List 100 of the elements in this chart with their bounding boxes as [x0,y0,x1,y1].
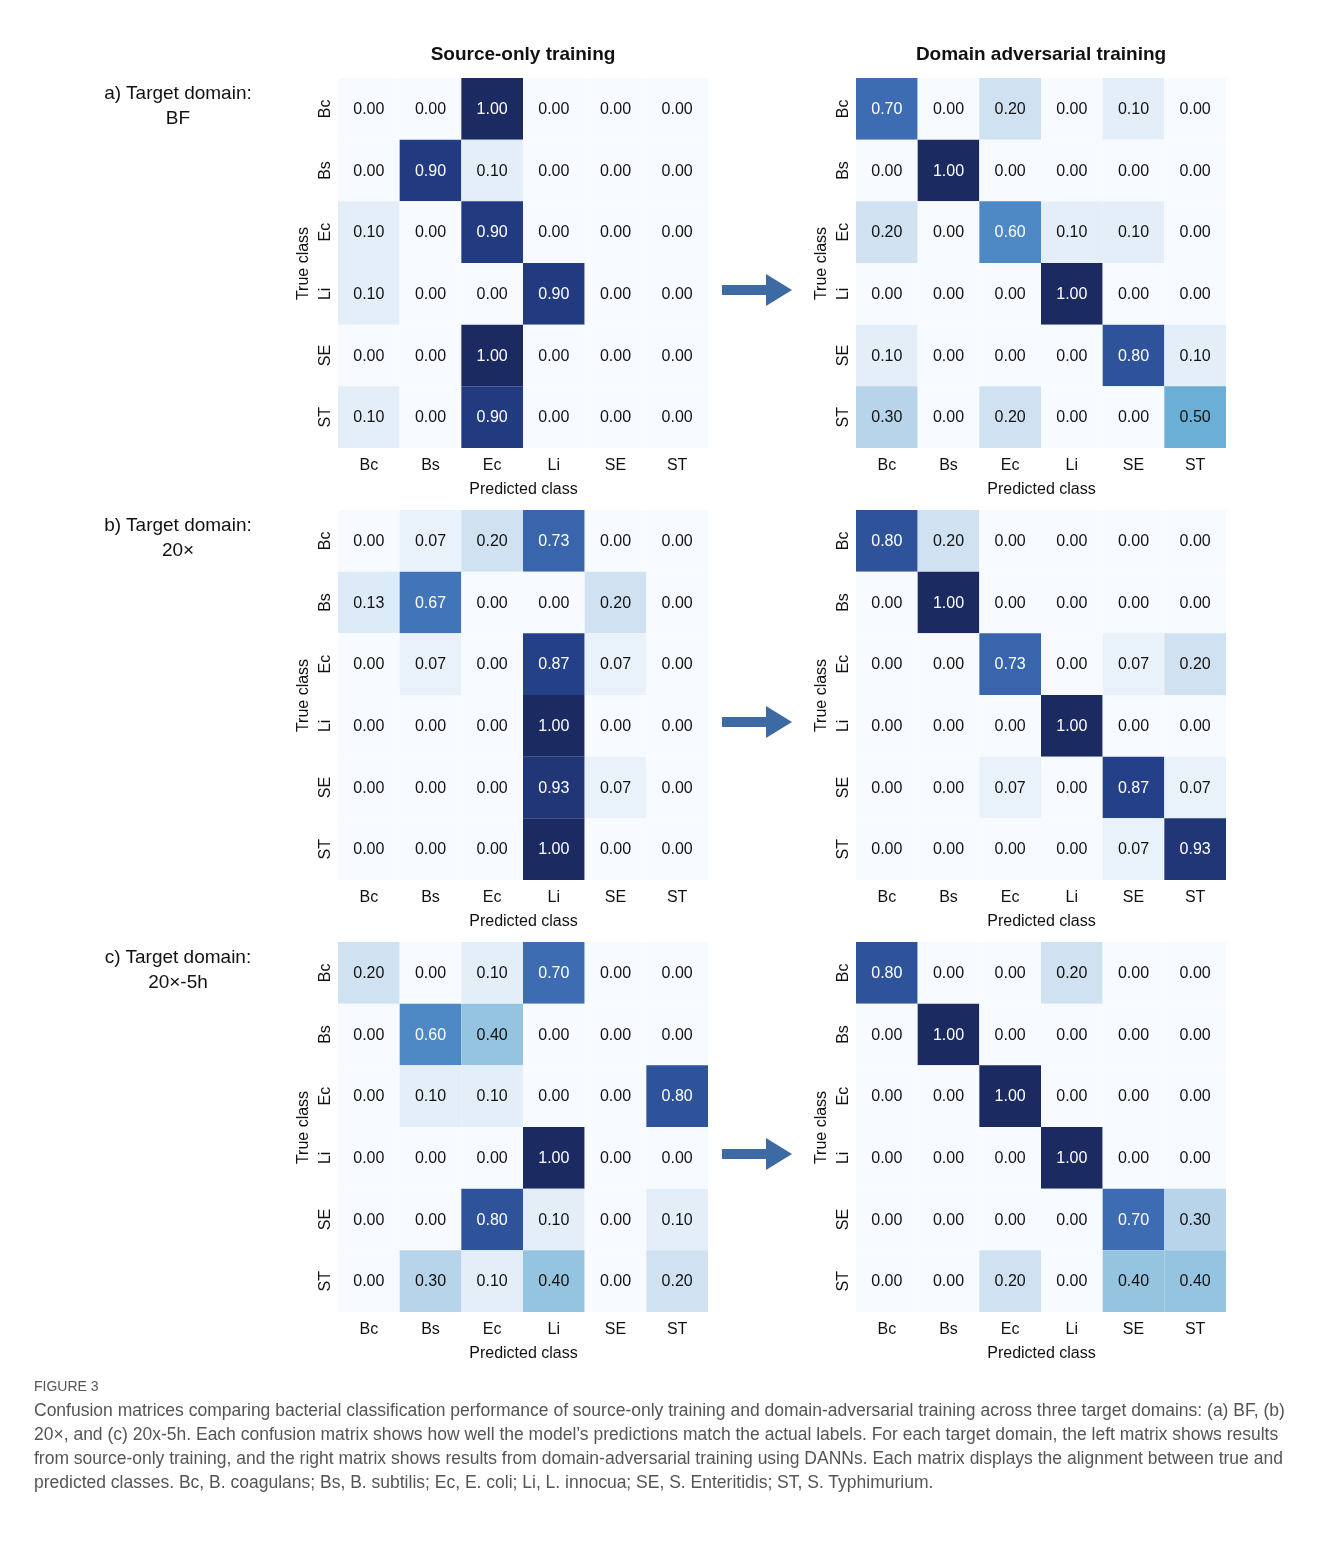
data-label: 0.20 [871,223,903,241]
data-label: 0.30 [414,1272,447,1290]
y-tick-label: Bc [833,531,851,551]
x-tick-label: Bc [877,1319,897,1337]
y-axis-title: True class [293,226,311,301]
data-label: 0.00 [1117,963,1150,981]
x-tick-label: Ec [1000,1319,1020,1337]
x-tick-label: Bc [359,455,379,473]
data-label: 0.00 [599,284,632,302]
data-label: 0.73 [994,655,1026,673]
data-label: 0.00 [994,593,1026,611]
data-label: 0.00 [994,284,1026,302]
data-label: 0.00 [871,655,903,673]
data-label: 0.00 [476,593,508,611]
data-label: 0.00 [932,408,965,426]
y-tick-label: Bc [315,531,333,551]
data-label: 0.00 [414,99,447,117]
y-tick-label: Bs [833,161,851,180]
y-tick-label: ST [833,406,851,428]
data-label: 0.00 [353,1210,385,1228]
data-label: 0.70 [538,963,570,981]
text: b) Target domain: 20× [103,513,253,562]
data-label: 0.00 [1179,531,1211,549]
data-label: 0.00 [1179,99,1211,117]
data-label: 0.00 [1056,408,1088,426]
data-label: 0.00 [353,655,385,673]
y-axis-title: True class [811,658,829,733]
data-label: 0.00 [871,840,903,858]
data-label: 0.00 [414,778,447,796]
x-tick-label: ST [666,887,688,905]
x-tick-label: Li [1065,1319,1079,1337]
data-label: 0.10 [661,1210,693,1228]
y-tick-label: ST [315,1270,333,1292]
data-label: 0.00 [538,1025,570,1043]
data-label: 0.00 [599,408,632,426]
data-label: 0.00 [661,223,693,241]
y-tick-label: Li [833,1151,851,1165]
x-tick-label: Ec [1000,887,1020,905]
data-label: 0.00 [414,963,447,981]
x-tick-label: SE [1122,455,1145,473]
data-label: 0.00 [538,99,570,117]
data-label: 0.00 [661,346,693,364]
data-label: 0.80 [661,1087,693,1105]
caption: FIGURE 3 [34,1378,100,1394]
data-label: 0.00 [661,840,693,858]
y-tick-label: Bc [833,99,851,119]
data-label: 0.10 [353,408,385,426]
data-label: 0.40 [1179,1272,1211,1290]
y-tick-label: Ec [833,222,851,242]
data-label: 0.00 [1056,1087,1088,1105]
data-label: 0.00 [1179,161,1211,179]
data-label: 0.90 [538,284,570,302]
data-label: 0.00 [661,963,693,981]
data-label: 1.00 [932,593,965,611]
x-tick-label: Ec [482,455,502,473]
data-label: 0.00 [871,161,903,179]
data-label: 0.00 [661,655,693,673]
data-label: 0.00 [476,778,508,796]
chart-title: Source-only training [430,43,616,64]
data-label: 0.00 [538,1087,570,1105]
data-label: 0.00 [932,284,965,302]
data-label: 0.20 [994,1272,1026,1290]
data-label: 0.20 [661,1272,693,1290]
data-label: 0.00 [599,840,632,858]
data-label: 0.00 [353,1025,385,1043]
x-tick-label: Bc [877,455,897,473]
data-label: 0.90 [476,223,508,241]
y-tick-label: Li [833,287,851,301]
data-label: 0.00 [1056,1272,1088,1290]
data-label: 0.10 [1117,99,1150,117]
y-tick-label: Bs [315,593,333,612]
data-label: 0.00 [994,716,1026,734]
data-label: 0.00 [414,1148,447,1166]
data-label: 0.00 [599,1025,632,1043]
data-label: 0.00 [994,963,1026,981]
chart-title: Domain adversarial training [915,43,1167,64]
data-label: 0.20 [932,531,965,549]
y-axis-title: True class [293,658,311,733]
text: c) Target domain: 20×-5h [103,945,253,994]
y-tick-label: Ec [833,1086,851,1106]
data-label: 0.00 [1179,963,1211,981]
x-tick-label: Ec [482,887,502,905]
y-tick-label: ST [315,406,333,428]
data-label: 0.00 [1056,655,1088,673]
y-tick-label: Ec [315,654,333,674]
x-tick-label: Bs [939,455,958,473]
data-label: 0.00 [932,346,965,364]
x-tick-label: Li [1065,887,1079,905]
data-label: 0.70 [1117,1210,1150,1228]
y-tick-label: Li [315,1151,333,1165]
text: Confusion matrices comparing bacterial classification performance of source-only training and domain-adversarial training across three target domains: (a) BF, (b) 20×, and (c) 20x-5h. Each confusion matrix shows how well the model’s predictions match the actual labels. For each target domain, the left matrix shows results from source-only training, and the right matrix shows results from domain-adversarial training using DANNs. Each matrix displays the alignment between true and predicted classes. Bc, B. coagulans; Bs, B. subtilis; Ec, E. coli; Li, L. innocua; SE, S. Enteritidis; ST, S. Typhimurium. [34,1399,1286,1494]
x-axis-title: Predicted class [987,1343,1096,1361]
data-label: 0.00 [932,716,965,734]
data-label: 0.00 [538,223,570,241]
x-tick-label: Li [547,1319,561,1337]
data-label: 0.00 [353,161,385,179]
data-label: 0.00 [1056,161,1088,179]
data-label: 0.07 [599,655,632,673]
data-label: 1.00 [1056,1148,1088,1166]
x-tick-label: ST [1184,455,1206,473]
